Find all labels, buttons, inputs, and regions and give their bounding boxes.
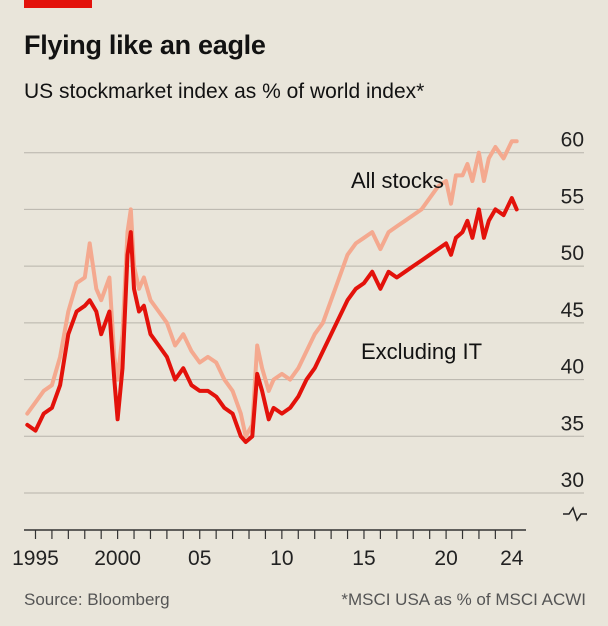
y-tick-label-35: 35	[561, 412, 584, 435]
chart-subtitle: US stockmarket index as % of world index…	[24, 80, 425, 103]
x-tick-label-1995: 1995	[12, 547, 59, 570]
x-tick-label-2000: 2000	[94, 547, 141, 570]
x-tick-label-15: 15	[352, 547, 375, 570]
x-tick-label-05: 05	[188, 547, 211, 570]
footnote: *MSCI USA as % of MSCI ACWI	[341, 590, 586, 609]
y-tick-label-55: 55	[561, 185, 584, 208]
brand-red-tab	[24, 0, 92, 8]
y-tick-label-50: 50	[561, 242, 584, 265]
chart-title: Flying like an eagle	[24, 30, 266, 60]
series-line-excluding-it	[25, 196, 519, 444]
y-tick-label-30: 30	[561, 469, 584, 492]
series-label-excluding-it: Excluding IT	[361, 339, 482, 364]
y-tick-label-45: 45	[561, 299, 584, 322]
x-tick-label-10: 10	[270, 547, 293, 570]
line-chart: 30 35 40 45 50 55 60 1995 2000 05 10 15 20 24 All stoc…	[12, 129, 587, 570]
source-note: Source: Bloomberg	[24, 590, 170, 609]
y-tick-label-60: 60	[561, 129, 584, 152]
axis-break-icon	[563, 506, 587, 522]
x-tick-label-24: 24	[500, 547, 524, 570]
series-label-all-stocks: All stocks	[351, 168, 444, 193]
x-tick-label-20: 20	[434, 547, 457, 570]
y-tick-label-40: 40	[561, 356, 584, 379]
